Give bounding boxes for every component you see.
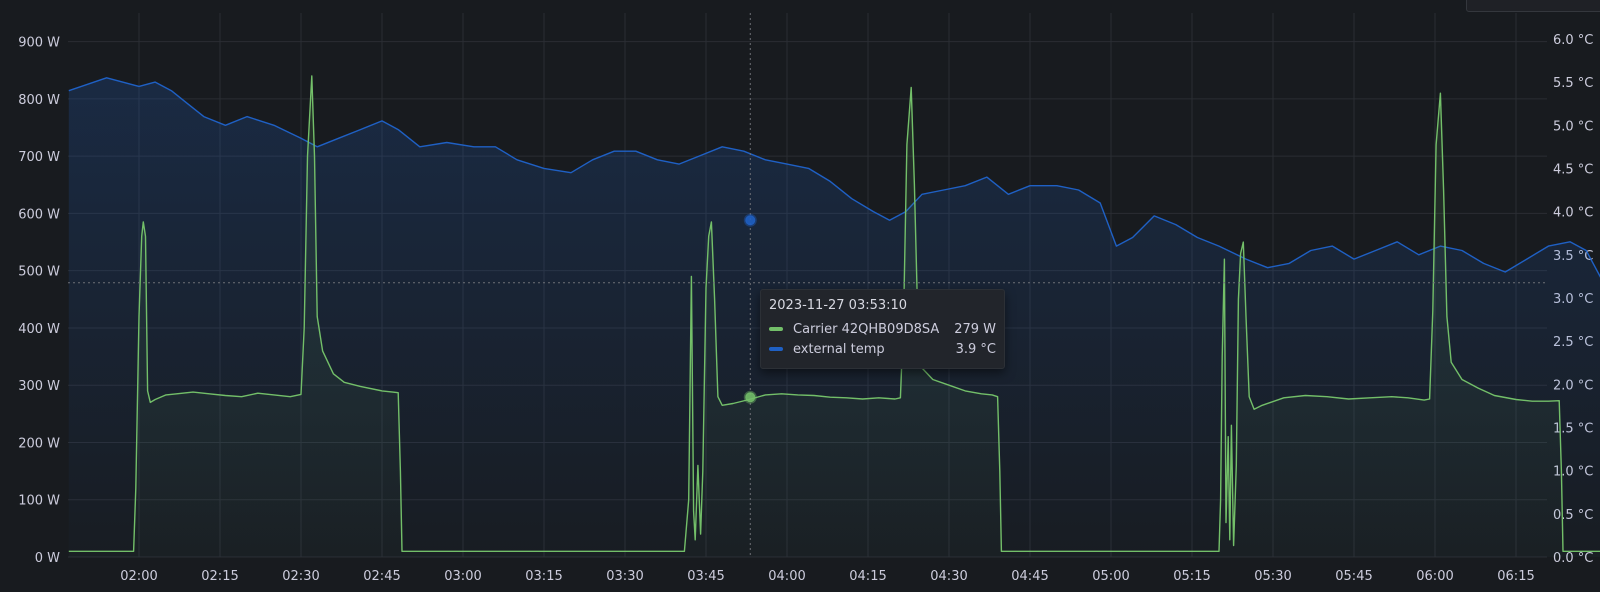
- x-tick-label: 05:30: [1254, 569, 1291, 584]
- y-right-tick-label: 4.0 °C: [1553, 206, 1593, 221]
- x-tick-label: 02:45: [363, 569, 400, 584]
- y-right-tick-label: 5.5 °C: [1553, 76, 1593, 91]
- y-left-tick-label: 100 W: [18, 494, 60, 509]
- power-swatch: [769, 327, 783, 331]
- y-left-tick-label: 900 W: [18, 36, 60, 51]
- y-left-tick-label: 0 W: [35, 551, 60, 566]
- temp-swatch: [769, 347, 783, 351]
- y-left-tick-label: 500 W: [18, 265, 60, 280]
- x-tick-label: 05:45: [1335, 569, 1372, 584]
- hover-tooltip: 2023-11-27 03:53:10 Carrier 42QHB09D8SA …: [760, 289, 1005, 369]
- tooltip-series-name: Carrier 42QHB09D8SA: [793, 321, 940, 337]
- x-tick-label: 03:15: [525, 569, 562, 584]
- y-left-tick-label: 700 W: [18, 150, 60, 165]
- tooltip-time: 2023-11-27 03:53:10: [769, 298, 908, 313]
- x-tick-label: 04:00: [768, 569, 805, 584]
- x-tick-label: 04:15: [849, 569, 886, 584]
- x-tick-label: 05:00: [1092, 569, 1129, 584]
- tooltip-series-name: external temp: [793, 341, 885, 357]
- x-tick-label: 03:00: [444, 569, 481, 584]
- panel-menu-button[interactable]: [1466, 0, 1600, 12]
- x-tick-label: 02:00: [120, 569, 157, 584]
- tooltip-series-value: 279 W: [954, 321, 996, 337]
- temp-hover-point: [743, 213, 757, 227]
- y-left-tick-label: 400 W: [18, 322, 60, 337]
- power-series-area: [68, 76, 1600, 557]
- external-temp-series-line: [68, 77, 1600, 278]
- y-left-tick-label: 200 W: [18, 436, 60, 451]
- tooltip-row-temp: external temp 3.9 °C: [769, 339, 996, 359]
- power-hover-point: [743, 390, 757, 404]
- x-tick-label: 05:15: [1173, 569, 1210, 584]
- y-left-tick-label: 800 W: [18, 93, 60, 108]
- x-tick-label: 02:15: [201, 569, 238, 584]
- x-tick-label: 02:30: [282, 569, 319, 584]
- x-tick-label: 06:15: [1497, 569, 1534, 584]
- tooltip-series-value: 3.9 °C: [955, 341, 996, 357]
- y-right-tick-label: 4.5 °C: [1553, 162, 1593, 177]
- y-left-tick-label: 300 W: [18, 379, 60, 394]
- y-left-tick-label: 600 W: [18, 207, 60, 222]
- y-right-tick-label: 5.0 °C: [1553, 119, 1593, 134]
- x-tick-label: 04:45: [1011, 569, 1048, 584]
- x-tick-label: 06:00: [1416, 569, 1453, 584]
- power-series-line: [68, 75, 1600, 552]
- x-tick-label: 03:45: [687, 569, 724, 584]
- x-tick-label: 03:30: [606, 569, 643, 584]
- tooltip-row-power: Carrier 42QHB09D8SA 279 W: [769, 319, 996, 339]
- x-tick-label: 04:30: [930, 569, 967, 584]
- y-right-tick-label: 6.0 °C: [1553, 33, 1593, 48]
